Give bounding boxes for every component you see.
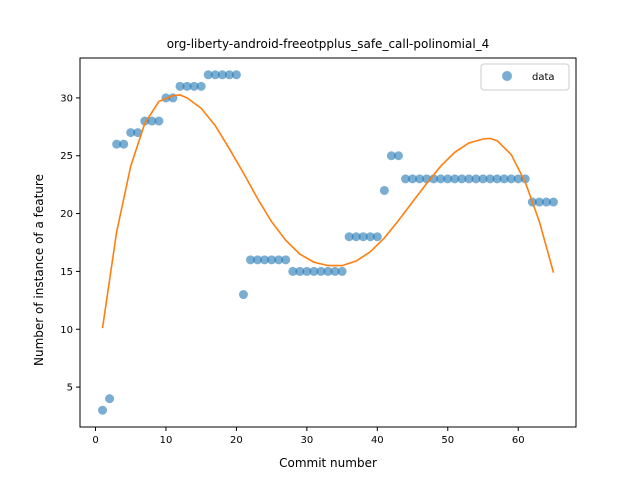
data-point: [147, 116, 157, 126]
data-point: [337, 266, 347, 276]
data-point: [112, 139, 122, 149]
x-tick-label: 30: [300, 435, 313, 446]
data-point: [231, 70, 241, 80]
x-tick-label: 40: [371, 435, 384, 446]
x-tick-label: 50: [441, 435, 454, 446]
data-point: [330, 266, 340, 276]
x-tick-label: 60: [512, 435, 525, 446]
data-point: [386, 151, 396, 161]
data-point: [541, 197, 551, 207]
data-point: [358, 232, 368, 242]
data-point: [443, 174, 453, 184]
y-tick-label: 10: [60, 325, 73, 336]
axes-layer: 0 10 20 30 40 50 60 5 10 15 20 25 30: [60, 93, 524, 446]
legend: data: [480, 63, 570, 91]
fit-line: [101, 94, 555, 329]
plot-frame: [79, 57, 577, 428]
data-point: [302, 266, 312, 276]
data-point: [133, 128, 143, 138]
data-point: [182, 81, 192, 91]
data-point: [246, 255, 255, 265]
data-point: [238, 290, 248, 300]
data-point: [548, 197, 558, 207]
x-tick-label: 10: [160, 435, 173, 446]
legend-box: [480, 63, 570, 91]
data-point: [351, 232, 361, 242]
data-point: [260, 255, 270, 265]
y-tick-label: 30: [60, 93, 73, 104]
data-point: [372, 232, 382, 242]
x-tick-label: 0: [92, 435, 98, 446]
data-point: [203, 70, 213, 80]
legend-label-data: data: [532, 72, 555, 83]
data-point: [513, 174, 523, 184]
data-point: [253, 255, 263, 265]
data-point: [464, 174, 474, 184]
data-point: [98, 405, 108, 415]
data-point: [344, 232, 354, 242]
data-point: [175, 81, 185, 91]
data-point: [471, 174, 481, 184]
y-tick-label: 25: [60, 151, 73, 162]
data-point: [506, 174, 516, 184]
data-point: [478, 174, 488, 184]
data-point: [217, 70, 227, 80]
data-point: [154, 116, 164, 126]
data-point: [457, 174, 467, 184]
data-point: [274, 255, 284, 265]
data-point: [126, 128, 136, 138]
data-point: [267, 255, 277, 265]
y-tick-label: 15: [60, 267, 73, 278]
data-point: [323, 266, 333, 276]
data-point: [210, 70, 220, 80]
y-tick-label: 5: [67, 383, 73, 394]
y-tick-label: 20: [60, 209, 73, 220]
data-point: [436, 174, 446, 184]
data-point: [105, 394, 115, 404]
x-tick-label: 20: [230, 435, 243, 446]
data-point: [408, 174, 418, 184]
data-point: [492, 174, 502, 184]
data-point: [450, 174, 460, 184]
data-point: [415, 174, 425, 184]
data-point: [189, 81, 199, 91]
x-axis-label: Commit number: [279, 456, 377, 470]
data-point: [393, 151, 403, 161]
y-axis-label: Number of instance of a feature: [32, 174, 46, 366]
data-point: [499, 174, 509, 184]
data-point: [119, 139, 129, 149]
data-point: [309, 266, 319, 276]
data-point: [196, 81, 206, 91]
data-point: [281, 255, 291, 265]
legend-marker-data: [502, 71, 512, 81]
data-point: [316, 266, 326, 276]
data-point: [379, 185, 389, 195]
data-point: [224, 70, 234, 80]
data-point: [534, 197, 544, 207]
data-point: [365, 232, 375, 242]
data-point: [288, 266, 298, 276]
plot-layer: [98, 70, 558, 415]
data-point: [295, 266, 305, 276]
data-point: [485, 174, 495, 184]
chart-title: org-liberty-android-freeotpplus_safe_cal…: [167, 37, 490, 51]
data-point: [401, 174, 410, 184]
